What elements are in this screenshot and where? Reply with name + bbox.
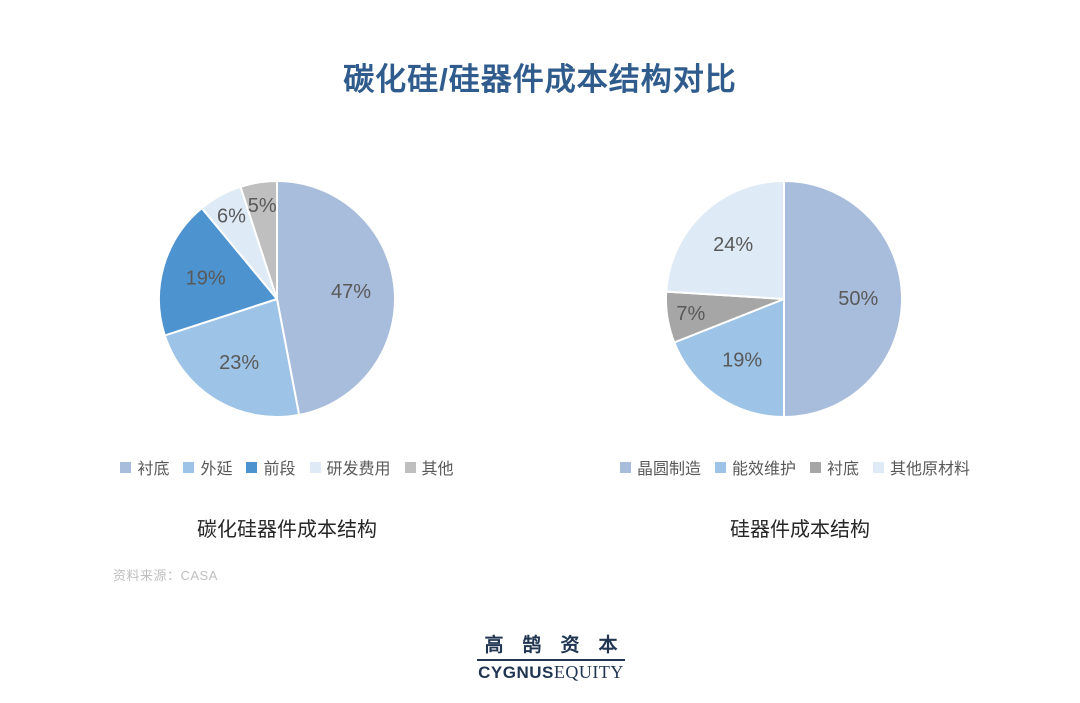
logo-english-text: CYGNUSEQUITY [471,663,631,683]
legend-label: 衬底 [137,461,170,478]
legend-label: 研发费用 [326,461,391,478]
si-legend: 晶圆制造 能效维护 衬底 其他原材料 [585,455,1005,479]
legend-swatch-icon [810,461,821,473]
pie-data-label-外延: 23% [219,352,259,374]
legend-label: 前段 [263,461,296,478]
legend-swatch-icon [714,461,726,473]
legend-label: 其他 [421,461,454,478]
sic-chart-caption: 碳化硅器件成本结构 [197,519,377,541]
legend-item-前段: 前段 [246,455,296,479]
pie-slice-前段 [158,207,278,337]
sic-legend: 衬底 外延 前段 研发费用 其他 [37,455,537,479]
legend-item-晶圆制造: 晶圆制造 [619,455,701,479]
legend-item-其他: 其他 [404,455,454,479]
legend-label: 其他原材料 [890,461,971,478]
legend-label: 衬底 [827,461,860,478]
pie-slice-衬底 [276,180,396,416]
cygnus-equity-logo: 高鹄资本 CYGNUSEQUITY [471,634,631,683]
pie-data-label-能效维护: 19% [722,350,762,372]
pie-data-label-其他: 5% [248,195,277,217]
legend-item-其他原材料: 其他原材料 [873,455,970,479]
pie-data-label-衬底: 7% [676,303,705,325]
pie-data-label-其他原材料: 24% [713,234,753,256]
legend-swatch-icon [120,461,132,473]
pie-slice-其他 [239,180,278,300]
pie-slice-晶圆制造 [783,180,903,418]
legend-swatch-icon [873,461,885,473]
legend-item-衬底: 衬底 [810,455,859,479]
legend-item-研发费用: 研发费用 [309,455,391,479]
logo-english-bold: CYGNUS [478,663,554,682]
legend-swatch-icon [619,461,631,473]
pie-slice-外延 [163,298,301,418]
sic-pie-chart: 47% 23% 19% 6% 5% [158,180,396,418]
legend-label: 外延 [200,461,233,478]
pie-data-label-衬底: 47% [331,281,371,303]
si-pie-chart: 50% 19% 7% 24% [665,180,903,418]
si-chart-caption: 硅器件成本结构 [730,519,870,541]
legend-swatch-icon [404,461,416,473]
pie-slice-其他原材料 [665,180,785,300]
pie-data-label-前段: 19% [186,267,226,289]
logo-chinese-text: 高鹄资本 [484,635,637,656]
logo-divider [477,659,625,661]
pie-data-label-晶圆制造: 50% [838,288,878,310]
legend-label: 能效维护 [731,461,796,478]
source-note: 资料来源：CASA [113,568,218,583]
logo-english-serif: EQUITY [553,662,624,682]
legend-item-衬底: 衬底 [120,455,169,479]
legend-swatch-icon [309,461,321,473]
legend-item-能效维护: 能效维护 [714,455,796,479]
page-title: 碳化硅/硅器件成本结构对比 [343,62,737,97]
pie-slice-能效维护 [673,298,785,418]
pie-data-label-研发费用: 6% [217,205,246,227]
legend-label: 晶圆制造 [636,461,701,478]
legend-swatch-icon [183,461,195,473]
legend-item-外延: 外延 [183,455,232,479]
legend-swatch-icon [246,461,258,473]
